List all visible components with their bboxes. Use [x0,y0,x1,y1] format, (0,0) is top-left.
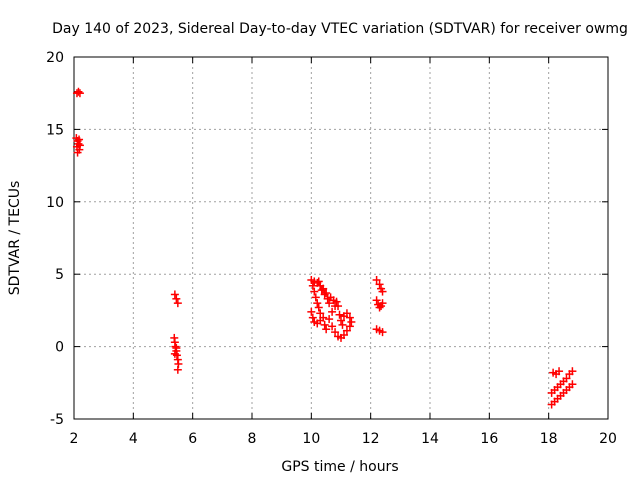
data-point [339,312,348,321]
data-point [171,342,180,351]
x-axis-label: GPS time / hours [281,459,398,475]
data-point [75,135,84,144]
y-tick-label: 0 [55,340,64,356]
x-tick-label: 8 [248,431,257,447]
data-point [74,87,83,96]
data-points [72,87,577,409]
data-point [335,310,344,319]
x-tick-label: 4 [129,431,138,447]
data-point [320,320,329,329]
data-point [308,313,317,322]
data-point [334,302,343,311]
data-point [372,296,381,305]
data-point [378,299,387,308]
data-point [325,299,334,308]
data-point [347,317,356,326]
data-point [308,281,317,290]
data-point [378,287,387,296]
x-tick-label: 20 [599,431,617,447]
data-point [337,316,345,325]
data-point [322,325,331,334]
grid-lines [74,57,608,419]
x-tick-label: 16 [480,431,498,447]
y-tick-label: 20 [46,50,64,66]
y-tick-label: 5 [55,267,64,283]
x-tick-label: 18 [540,431,558,447]
data-point [555,367,564,376]
data-point [311,293,320,302]
chart-title: Day 140 of 2023, Sidereal Day-to-day VTE… [52,21,628,37]
data-point [75,141,84,150]
data-point [345,313,354,322]
data-point [172,294,181,303]
x-tick-label: 2 [70,431,79,447]
data-point [568,367,577,376]
y-tick-label: -5 [50,412,64,428]
axis-ticks: 2 4 6 8 10 12 14 16 18 20 -5 0 5 10 15 20 [46,50,617,447]
data-point [173,365,182,374]
data-point [320,290,329,299]
data-point [331,328,340,337]
data-point [338,320,347,329]
data-point [375,303,384,312]
x-tick-label: 10 [302,431,320,447]
y-tick-label: 10 [46,195,64,211]
x-tick-label: 6 [188,431,197,447]
data-point [562,374,571,383]
x-tick-label: 14 [421,431,439,447]
plot-frame [73,56,609,420]
data-point [339,331,348,340]
data-point [314,303,323,312]
data-point [314,277,323,286]
data-point [345,322,354,331]
data-point [73,148,82,157]
data-point [319,313,328,322]
data-point [568,380,577,389]
data-point [328,307,337,316]
data-point [172,344,181,353]
y-tick-label: 15 [46,122,64,138]
data-point [375,280,384,289]
data-point [325,315,334,324]
x-tick-label: 12 [362,431,380,447]
data-point [173,299,182,308]
data-point [378,328,387,337]
data-point [372,275,381,284]
data-point [322,289,331,298]
data-point [328,322,337,331]
data-point [329,296,338,305]
data-point [319,284,328,293]
data-point [310,287,319,296]
data-point [316,309,325,318]
data-point [317,286,326,295]
data-point [75,89,84,98]
data-point [307,307,316,316]
data-point [342,326,351,335]
data-point [170,349,179,358]
data-point [170,290,179,299]
y-axis-label: SDTVAR / TECUs [7,181,23,296]
data-point [313,299,322,308]
